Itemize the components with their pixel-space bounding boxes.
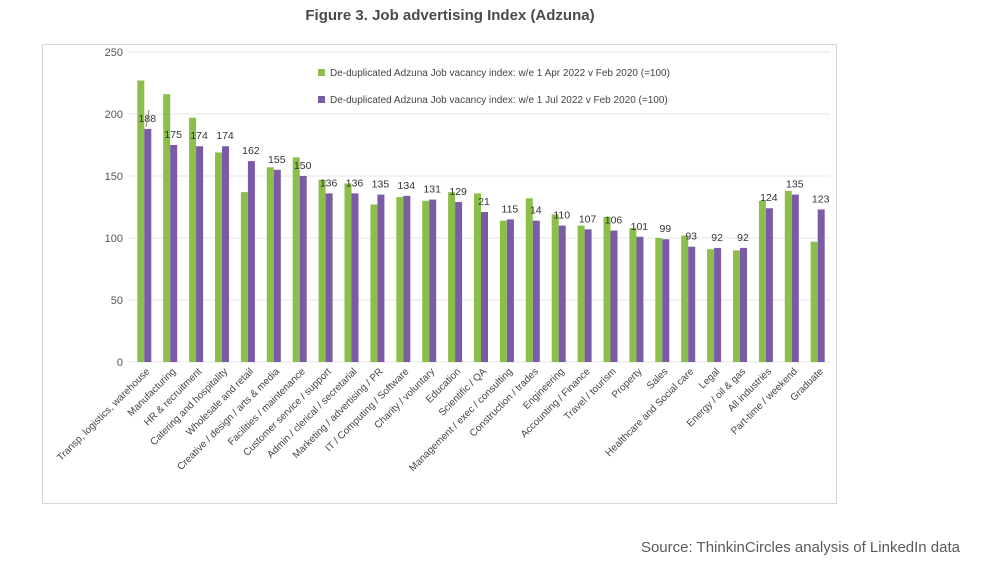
bar-apr-2022: [577, 225, 585, 362]
bar-jul-2022: [740, 247, 747, 362]
bar-jul-2022: [506, 219, 514, 362]
bar-apr-2022: [810, 241, 818, 362]
bar-apr-2022: [189, 117, 197, 362]
bar-jul-2022: [196, 146, 204, 362]
y-tick-label: 100: [105, 233, 123, 245]
legend-label: De-duplicated Adzuna Job vacancy index: …: [330, 68, 670, 79]
bar-apr-2022: [396, 197, 404, 362]
data-label: 135: [372, 179, 390, 191]
bar-jul-2022: [170, 145, 178, 362]
y-tick-label: 200: [105, 109, 123, 121]
bar-apr-2022: [137, 80, 145, 363]
data-label: 135: [786, 179, 804, 191]
legend-swatch-jul: [318, 96, 325, 103]
data-label: 129: [449, 186, 467, 198]
data-label: 14: [530, 205, 542, 217]
data-label: 134: [398, 180, 416, 192]
data-label: 174: [216, 130, 234, 142]
bar-apr-2022: [707, 249, 715, 362]
bar-jul-2022: [714, 247, 722, 362]
bar-apr-2022: [551, 214, 559, 362]
bar-apr-2022: [370, 204, 378, 362]
bar-jul-2022: [584, 229, 592, 362]
bar-apr-2022: [266, 167, 274, 362]
data-label: 136: [346, 177, 364, 189]
bar-apr-2022: [655, 238, 663, 362]
bar-jul-2022: [222, 146, 229, 362]
bar-apr-2022: [733, 250, 740, 362]
bar-apr-2022: [240, 192, 248, 362]
data-label: 101: [631, 221, 649, 233]
category-label: Transp, logistics, warehouse: [55, 366, 152, 463]
data-label: 162: [242, 145, 260, 157]
data-label: 93: [685, 231, 697, 243]
bar-jul-2022: [817, 209, 825, 362]
bar-jul-2022: [325, 193, 333, 362]
bar-jul-2022: [429, 199, 437, 362]
data-label: 123: [812, 193, 830, 205]
y-tick-label: 50: [111, 295, 123, 307]
bar-apr-2022: [681, 235, 689, 362]
data-label: 107: [579, 213, 597, 225]
bar-apr-2022: [603, 216, 611, 362]
y-tick-label: 0: [117, 357, 123, 369]
bar-apr-2022: [163, 94, 171, 362]
data-label: 99: [659, 223, 671, 235]
bar-jul-2022: [144, 128, 152, 362]
data-label: 106: [605, 215, 623, 227]
bar-jul-2022: [351, 193, 359, 362]
legend-label: De-duplicated Adzuna Job vacancy index: …: [330, 95, 668, 106]
bar-jul-2022: [481, 211, 488, 362]
bar-apr-2022: [525, 198, 533, 362]
bar-jul-2022: [273, 169, 281, 362]
bar-apr-2022: [215, 152, 222, 362]
data-label: 155: [268, 154, 286, 166]
bar-jul-2022: [791, 194, 799, 362]
bar-apr-2022: [758, 200, 766, 362]
data-label: 131: [423, 184, 441, 196]
bar-apr-2022: [474, 193, 481, 362]
bar-apr-2022: [422, 200, 430, 362]
data-label: 175: [164, 129, 182, 141]
bar-jul-2022: [610, 230, 618, 362]
bar-jul-2022: [403, 195, 411, 362]
bar-apr-2022: [292, 157, 300, 362]
bar-apr-2022: [784, 190, 792, 362]
bar-jul-2022: [455, 202, 463, 362]
data-label: 92: [711, 232, 723, 244]
bar-jul-2022: [688, 246, 696, 362]
data-label: 115: [502, 203, 519, 215]
bar-jul-2022: [247, 161, 255, 362]
bar-jul-2022: [532, 220, 540, 362]
data-label: 150: [294, 160, 312, 172]
bar-jul-2022: [299, 176, 307, 362]
data-label: 92: [737, 232, 749, 244]
bar-apr-2022: [344, 183, 352, 362]
y-tick-label: 250: [105, 47, 123, 59]
bar-jul-2022: [558, 225, 566, 362]
bar-jul-2022: [662, 239, 670, 362]
bar-apr-2022: [318, 179, 326, 362]
data-label: 21: [478, 196, 490, 208]
data-label: 136: [320, 177, 338, 189]
data-label: 174: [190, 130, 208, 142]
bar-jul-2022: [636, 236, 644, 362]
label-leader-line: [145, 109, 150, 128]
bar-apr-2022: [499, 220, 507, 362]
bar-apr-2022: [448, 192, 456, 362]
y-tick-label: 150: [105, 171, 123, 183]
bar-jul-2022: [377, 194, 385, 362]
data-label: 124: [760, 192, 778, 204]
figure-title: Figure 3. Job advertising Index (Adzuna): [305, 7, 595, 24]
data-label: 110: [553, 210, 570, 222]
source-note: Source: ThinkinCircles analysis of Linke…: [640, 539, 960, 556]
bar-jul-2022: [765, 208, 773, 362]
legend-swatch-apr: [318, 69, 325, 76]
bar-apr-2022: [629, 228, 637, 362]
